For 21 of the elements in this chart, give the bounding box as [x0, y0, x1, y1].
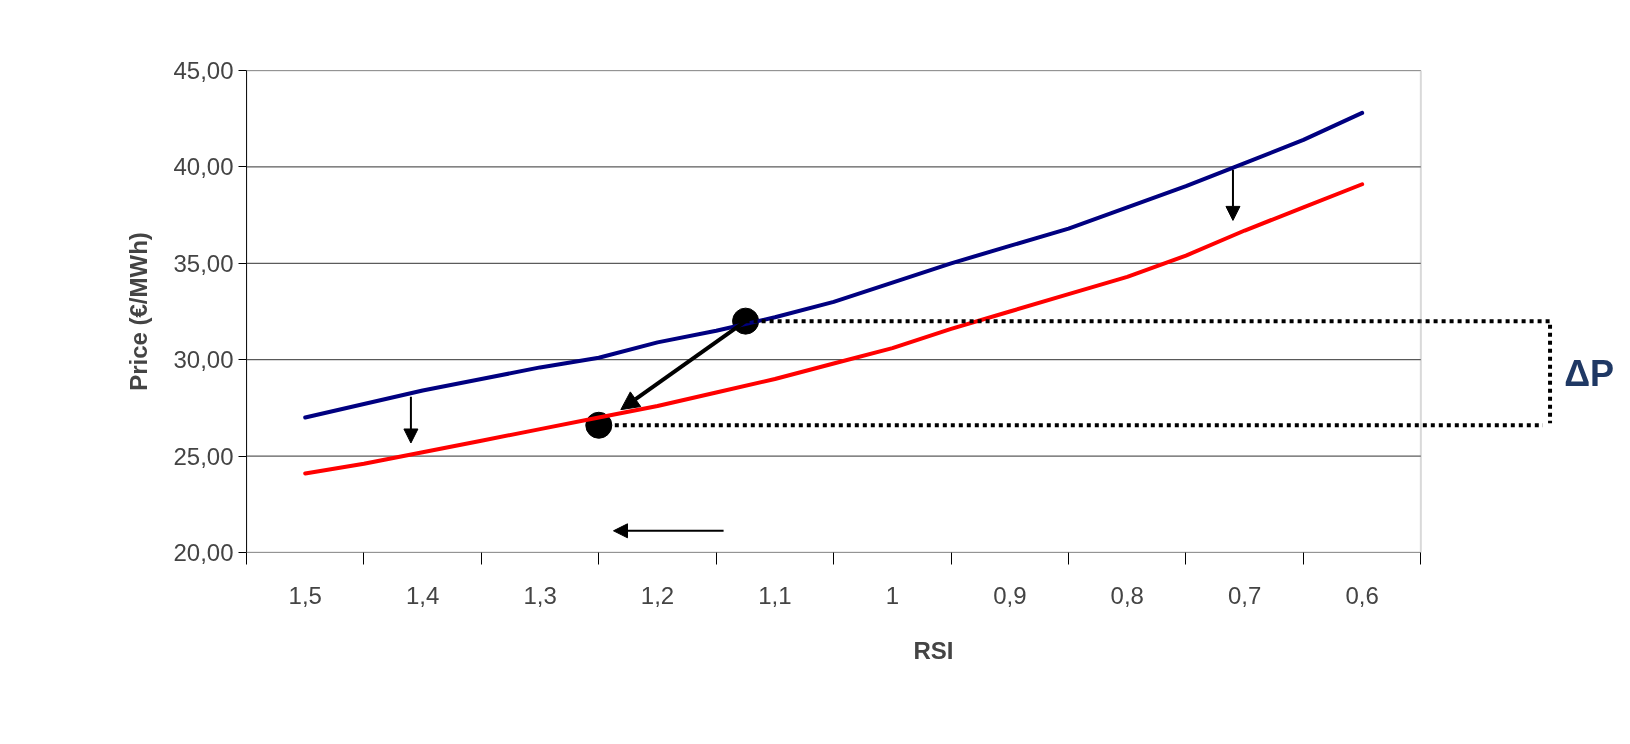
x-tick-label: 0,9: [993, 581, 1027, 609]
x-tick-label: 1,1: [758, 581, 792, 609]
y-tick-label: 40,00: [173, 153, 234, 181]
ref-line-label: ΔP: [1564, 352, 1615, 394]
x-tick-label: 1,5: [288, 581, 322, 609]
x-tick-label: 1,4: [405, 581, 440, 609]
x-tick-label: 1,3: [523, 581, 557, 609]
x-tick-label: 1: [885, 581, 900, 609]
y-tick-label: 20,00: [173, 539, 234, 566]
y-tick-label: 25,00: [173, 442, 234, 470]
line-series: [303, 110, 1365, 420]
y-tick-label: 45,00: [173, 57, 234, 84]
x-tick-label: 1,2: [640, 581, 675, 609]
x-axis-title: RSI: [913, 636, 954, 664]
x-tick-label: 0,7: [1228, 581, 1262, 609]
line-series: [303, 182, 1365, 476]
y-axis-title: Price (€/MWh): [125, 232, 153, 391]
y-tick-label: 35,00: [173, 249, 234, 277]
y-tick-label: 30,00: [173, 346, 234, 374]
x-tick-label: 0,8: [1110, 581, 1144, 609]
x-tick-label: 0,6: [1345, 581, 1379, 609]
